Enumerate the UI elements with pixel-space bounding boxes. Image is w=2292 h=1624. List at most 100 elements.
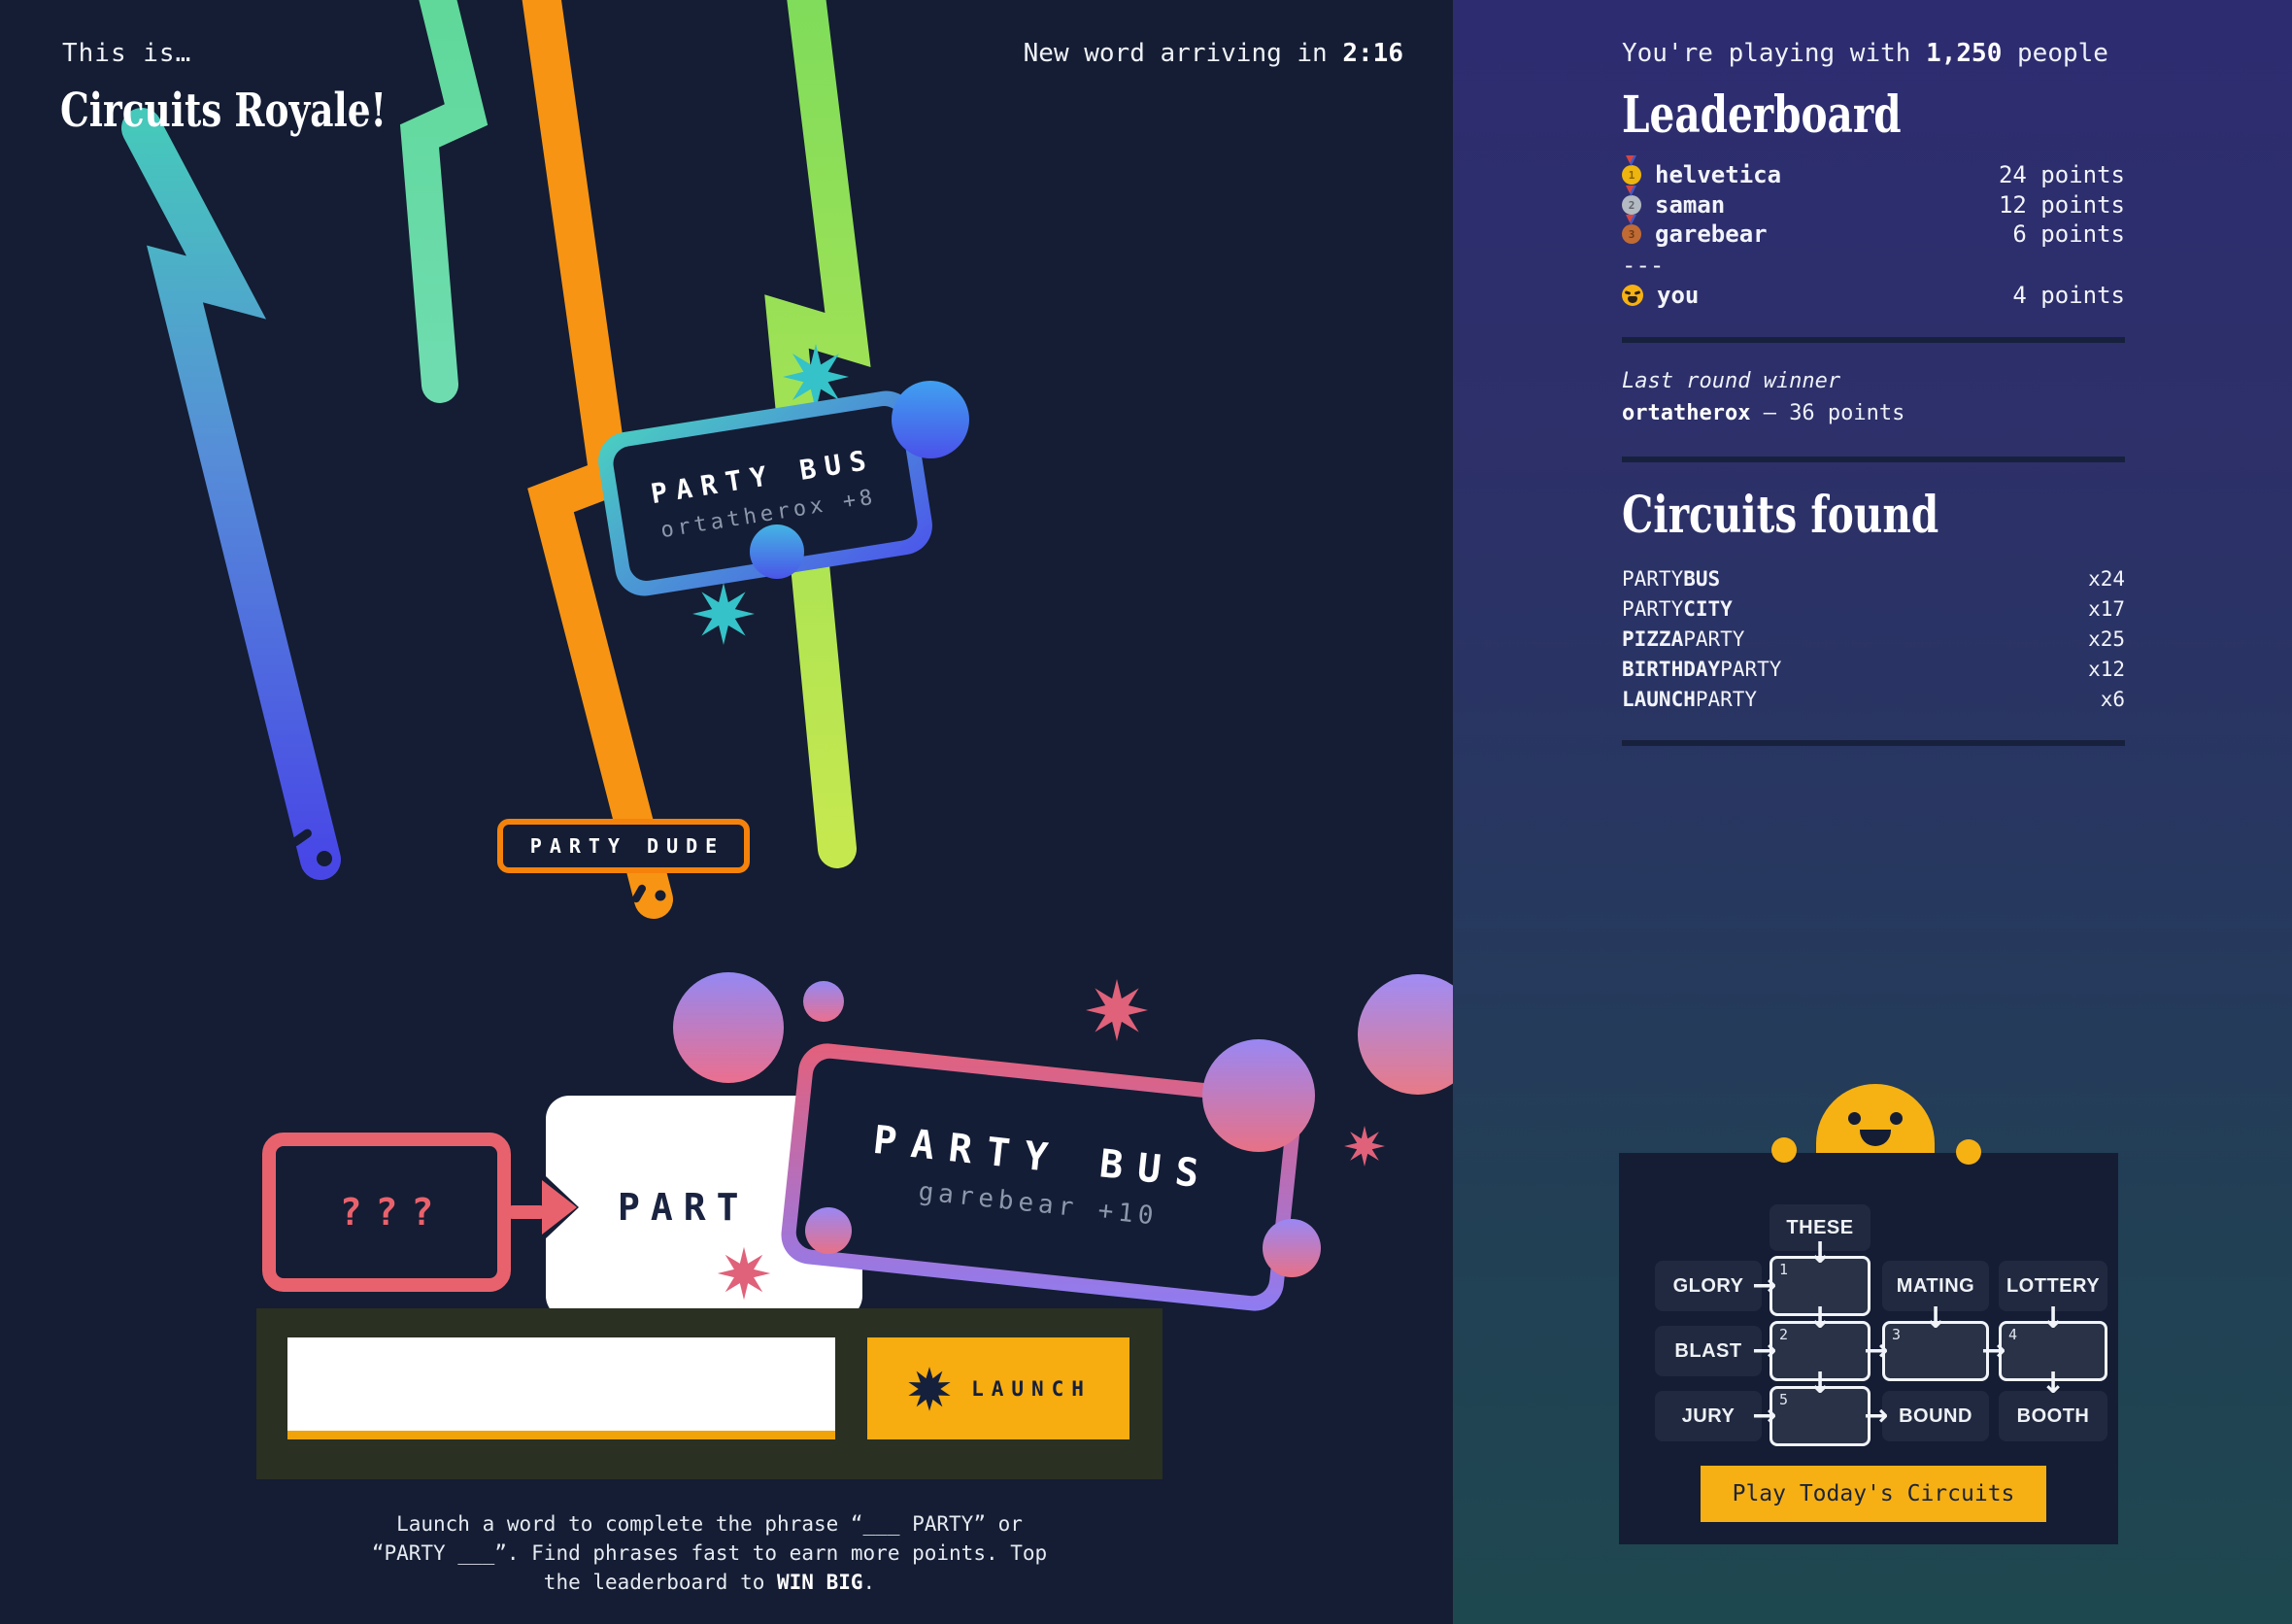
arrow-down-icon: ↓ [1807,1367,1833,1401]
circuit-count: x25 [2088,627,2125,651]
leaderboard-title: Leaderboard [1622,85,1902,145]
circuit-count: x12 [2088,658,2125,681]
blue-bubble [892,381,969,458]
bolt-teal-blue [121,108,341,880]
arrow-down-icon: ↓ [1923,1302,1948,1336]
arrow-right-icon: → [1864,1399,1889,1433]
leaderboard-row: 3 garebear 6 points [1622,220,2125,249]
circuit-row: PIZZA PARTY x25 [1622,627,2125,651]
puzzle-word-bound: BOUND [1882,1391,1989,1441]
arrow-right-icon: → [1752,1399,1777,1433]
circuit-count: x24 [2088,567,2125,591]
player-name: you [1657,282,1700,309]
starburst-pink-icon [1086,979,1148,1041]
pink-bubble [1202,1039,1315,1152]
puzzle-word-jury: JURY [1655,1391,1762,1441]
bronze-medal-icon: 3 [1622,224,1641,244]
silver-medal-icon: 2 [1622,195,1641,215]
puzzle-word-mating: MATING [1882,1261,1989,1311]
purple-bubble [673,972,784,1083]
found-word-tag: PARTY DUDE [497,819,750,873]
puzzle-slot-4: 4 [1999,1321,2107,1381]
puzzle-word-booth: BOOTH [1999,1391,2107,1441]
launch-star-icon [908,1366,951,1411]
weary-face-icon [1622,285,1643,306]
todays-puzzle-card: THESE GLORY 1 MATING LOTTERY BLAST 2 3 4… [1619,1084,2118,1544]
puzzle-word-glory: GLORY [1655,1261,1762,1311]
smiley-eye-icon [1848,1112,1861,1125]
game-stage: PARTY BUS ortatherox +8 PARTY DUDE PART … [0,0,1453,1624]
launch-panel: LAUNCH [256,1308,1163,1479]
leaderboard-separator: --- [1622,252,1665,279]
found-word-tag-text: PARTY DUDE [529,834,725,858]
bolt-orange [522,0,673,919]
page-kicker: This is… [62,39,192,68]
pink-bubble [1263,1219,1321,1277]
bolt-seafoam [399,0,489,403]
arrow-right-icon: → [1981,1334,2006,1368]
player-points: 6 points [2012,220,2125,248]
last-round-winner: ortatherox — 36 points [1622,401,1905,425]
puzzle-word-lottery: LOTTERY [1999,1261,2107,1311]
instructions: Launch a word to complete the phrase “__… [256,1509,1163,1597]
arrow-down-icon: ↓ [2040,1302,2066,1336]
divider [1622,337,2125,343]
bolt-lime [764,0,871,868]
puzzle-slot-3: 3 [1882,1321,1989,1381]
player-name: saman [1655,191,1726,219]
play-todays-circuits-button[interactable]: Play Today's Circuits [1701,1466,2046,1522]
round-timer-value: 2:16 [1342,39,1403,68]
arrow-right-icon: → [1752,1334,1777,1368]
arrow-down-icon: ↓ [1807,1302,1833,1336]
circuit-row: PARTY BUS x24 [1622,567,2125,591]
players-count: 1,250 [1926,39,2003,68]
mystery-arrow-line [507,1205,546,1219]
player-points: 24 points [1998,161,2125,188]
launch-button-label: LAUNCH [971,1376,1092,1401]
leaderboard-row: 2 saman 12 points [1622,190,2125,220]
launch-button[interactable]: LAUNCH [867,1337,1129,1439]
pink-bubble [805,1207,852,1254]
puzzle-slot-2: 2 [1770,1321,1871,1381]
gold-medal-icon: 1 [1622,165,1641,185]
pink-bubble [1358,974,1453,1095]
smiley-hand-icon [1771,1137,1797,1163]
round-timer-label: New word arriving in [1023,39,1343,68]
starburst-pink-icon [717,1246,771,1301]
blue-bubble [750,524,804,579]
arrow-down-icon: ↓ [1807,1236,1833,1270]
circuits-found-title: Circuits found [1622,486,1939,545]
circuit-count: x17 [2088,597,2125,621]
purple-bubble [803,981,844,1022]
circuit-count: x6 [2100,688,2125,711]
players-count-line: You're playing with 1,250 people [1622,39,2108,68]
instructions-line3: the leaderboard to WIN BIG. [543,1571,876,1594]
player-name: garebear [1655,220,1768,248]
instructions-line1: Launch a word to complete the phrase “__… [396,1512,1023,1536]
current-word-text: PART [618,1186,750,1229]
starburst-pink-icon [1344,1126,1385,1167]
starburst-teal-icon [692,583,755,645]
leaderboard-row-you: you 4 points [1622,281,2125,310]
mystery-arrow-head-icon [542,1180,577,1235]
circuit-row: PARTY CITY x17 [1622,597,2125,621]
sidebar-panel: You're playing with 1,250 people Leaderb… [1453,0,2292,1624]
smiley-mouth-icon [1860,1130,1891,1146]
leaderboard-row: 1 helvetica 24 points [1622,160,2125,189]
play-button-label: Play Today's Circuits [1732,1481,2015,1506]
arrow-right-icon: → [1752,1269,1777,1303]
arrow-down-icon: ↓ [2040,1367,2066,1401]
round-timer: New word arriving in 2:16 [1024,39,1403,68]
player-points: 12 points [1998,191,2125,219]
last-round-label: Last round winner [1622,369,1841,393]
puzzle-word-blast: BLAST [1655,1326,1762,1376]
page-title: Circuits Royale! [60,84,387,138]
mystery-word-text: ??? [339,1191,448,1234]
divider [1622,457,2125,462]
player-points: 4 points [2012,282,2125,309]
divider [1622,740,2125,746]
word-input[interactable] [287,1337,835,1439]
puzzle-word-these: THESE [1770,1204,1871,1251]
mystery-word-box: ??? [262,1133,511,1292]
puzzle-slot-5: 5 [1770,1386,1871,1446]
